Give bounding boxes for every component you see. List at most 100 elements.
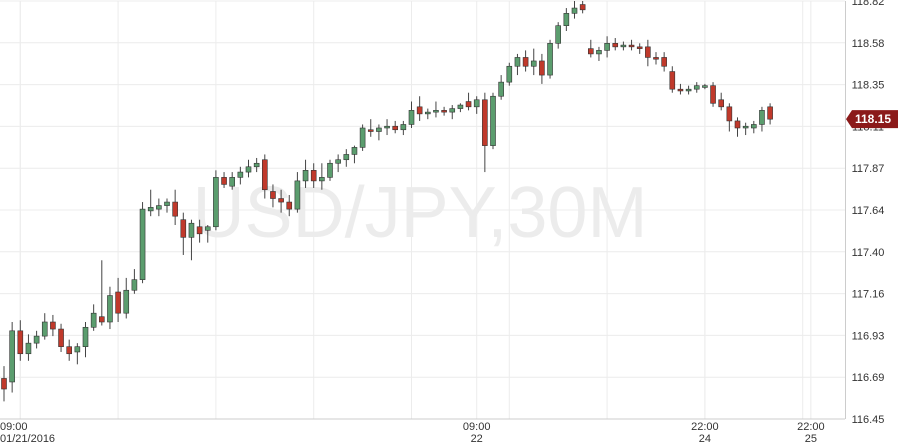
candle (131, 269, 138, 294)
candle-body-up (408, 110, 415, 125)
candle-body-up (90, 312, 97, 328)
candle (172, 189, 178, 225)
candle (547, 39, 553, 79)
candle-body-down (286, 201, 293, 210)
candle (123, 277, 130, 319)
candle (74, 343, 81, 365)
candle (685, 85, 692, 95)
candle (726, 103, 733, 132)
candle (229, 172, 235, 190)
candle (286, 195, 293, 217)
candle-body-down (579, 4, 586, 11)
candle (367, 119, 374, 137)
candle-body-up (25, 342, 32, 355)
candle (408, 101, 415, 128)
candle-body-up (41, 321, 48, 337)
candle (384, 119, 390, 136)
candle-body-down (726, 106, 733, 122)
candle (41, 313, 48, 340)
candle-body-up (424, 111, 431, 115)
candle-body-down (115, 291, 121, 314)
candle (196, 219, 203, 243)
candle (759, 106, 765, 132)
y-tick-label: 116.45 (852, 414, 885, 426)
candle (555, 22, 562, 49)
candle-body-up (596, 50, 602, 55)
y-tick-label: 118.35 (852, 80, 885, 92)
candle (669, 66, 676, 93)
candle (139, 202, 146, 284)
candle (294, 172, 301, 213)
candle (465, 92, 472, 111)
candle (767, 103, 773, 125)
candle-body-up (33, 335, 40, 344)
candle (302, 159, 309, 188)
candle-body-down (270, 191, 276, 199)
y-tick-label: 118.58 (852, 38, 885, 50)
candle-body-down (767, 106, 773, 120)
candle (33, 330, 40, 349)
candle (213, 170, 219, 231)
candle (25, 334, 32, 361)
candle-body-up (490, 95, 496, 146)
candle (636, 43, 643, 54)
candle-body-down (416, 106, 423, 115)
candle (82, 321, 89, 358)
candle-body-up (359, 127, 366, 148)
candle (645, 39, 651, 67)
candle (473, 96, 480, 114)
x-tick-time: 22:00 (797, 421, 825, 433)
candle (579, 1, 586, 14)
candle (99, 260, 105, 326)
candle-body-up (750, 124, 757, 129)
candle (742, 122, 749, 136)
candle (596, 46, 602, 61)
candle-body-up (335, 159, 341, 164)
candle (620, 41, 627, 51)
x-tick-time: 22:00 (691, 421, 719, 433)
candle-body-down (66, 346, 72, 355)
candle-body-down (628, 44, 635, 48)
y-tick-label: 116.93 (852, 330, 885, 342)
candle-body-up (604, 43, 610, 51)
candle (327, 159, 333, 181)
candle-body-down (636, 46, 643, 49)
candle-body-down (441, 110, 447, 113)
y-tick-label: 118.82 (852, 0, 885, 8)
candle-body-down (58, 328, 64, 347)
candle-body-up (571, 7, 578, 14)
candle (115, 277, 121, 322)
candle (677, 83, 684, 95)
candle-body-down (661, 57, 667, 67)
y-axis: 118.82118.58118.35118.11117.87117.64117.… (852, 0, 885, 426)
candle-body-up (147, 207, 154, 212)
candle (612, 38, 619, 51)
candle (1, 366, 7, 402)
candle (9, 321, 15, 393)
candle (392, 120, 399, 134)
candle-body-down (645, 46, 651, 58)
candle (400, 120, 407, 136)
candle (204, 224, 211, 243)
candle-body-up (319, 177, 325, 182)
candle-body-down (221, 177, 227, 185)
candle (237, 166, 244, 185)
candle-body-up (164, 201, 170, 206)
candle-body-up (9, 330, 15, 383)
candle-body-up (693, 85, 700, 90)
candle-body-down (367, 129, 374, 132)
candle (50, 314, 56, 337)
y-tick-label: 117.40 (852, 247, 885, 259)
candle (498, 75, 504, 100)
candle-body-up (74, 346, 81, 353)
candle (278, 189, 284, 213)
candle (164, 198, 170, 213)
candle-body-down (196, 226, 203, 235)
candle (351, 145, 358, 164)
candle-body-up (685, 88, 692, 92)
candle (571, 1, 578, 19)
candle (17, 320, 24, 361)
candle (490, 92, 496, 150)
x-tick-date: 25 (805, 433, 817, 445)
